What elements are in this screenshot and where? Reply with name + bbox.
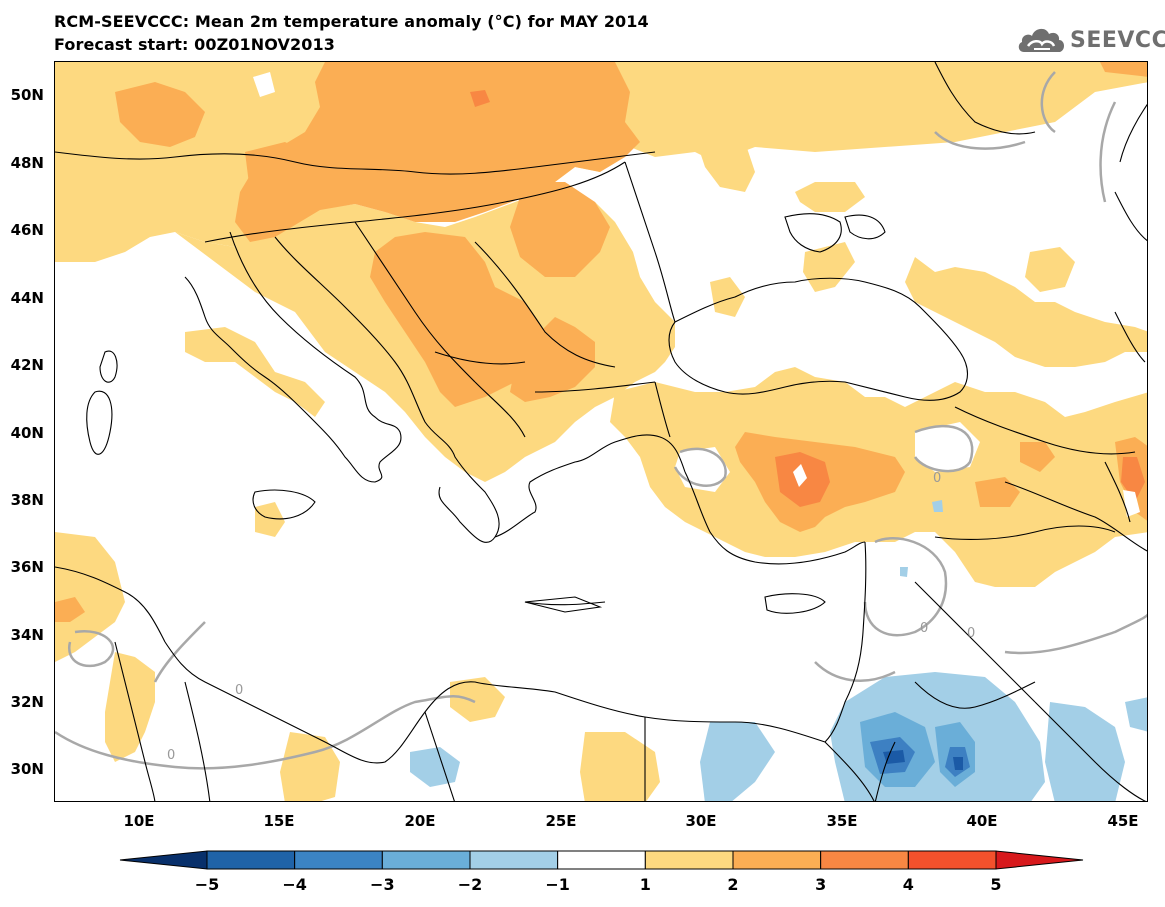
colorbar-tick-label: 1 (639, 875, 651, 894)
contour-label: 0 (933, 471, 941, 486)
colorbar-tick-label: 2 (727, 875, 739, 894)
zero-contours (55, 71, 1147, 770)
colorbar-segment (557, 850, 646, 870)
lon-label: 30E (685, 812, 717, 830)
coastlines-and-borders (55, 62, 1147, 801)
colorbar-tick-label: −1 (545, 875, 570, 894)
colorbar-tick-label: 5 (990, 875, 1002, 894)
contour-label: 0 (235, 683, 243, 698)
lon-label: 40E (966, 812, 998, 830)
contour-labels: 0 0 0 0 0 (167, 471, 975, 763)
colorbar-tick-label: −5 (194, 875, 220, 894)
contour-label: 0 (967, 626, 975, 641)
lat-label: 50N (10, 86, 44, 104)
lat-label: 30N (10, 760, 44, 778)
lon-label: 10E (123, 812, 155, 830)
colorbar-segment (294, 850, 383, 870)
lon-label: 35E (826, 812, 858, 830)
colorbar-segments (119, 850, 1084, 870)
lat-label: 44N (10, 289, 44, 307)
colorbar-segment (732, 850, 822, 870)
colorbar-extend-high (995, 850, 1084, 870)
lon-label: 15E (263, 812, 295, 830)
colorbar-segment (206, 850, 296, 870)
lat-label: 36N (10, 558, 44, 576)
lat-label: 38N (10, 491, 44, 509)
colorbar-tick-label: −4 (282, 875, 307, 894)
lat-label: 48N (10, 154, 44, 172)
lat-label: 32N (10, 693, 44, 711)
lon-label: 25E (545, 812, 577, 830)
colorbar-segment (381, 850, 471, 870)
contour-label: 0 (920, 621, 928, 636)
map-panel: 0 0 0 0 0 (54, 61, 1148, 802)
lat-label: 34N (10, 626, 44, 644)
temperature-anomaly-map: 0 0 0 0 0 (55, 62, 1147, 801)
colorbar-segment (907, 850, 997, 870)
cloud-logo-icon (1018, 28, 1065, 52)
colorbar-tick-label: −2 (457, 875, 483, 894)
colorbar-tick-label: 3 (815, 875, 827, 894)
colorbar-tick-label: −3 (370, 875, 395, 894)
logo-text: SEEVCCC (1070, 28, 1165, 53)
forecast-start-subtitle: Forecast start: 00Z01NOV2013 (54, 35, 335, 54)
lon-label: 45E (1107, 812, 1139, 830)
colorbar-segment (469, 850, 559, 870)
colorbar-segment (820, 850, 909, 870)
lon-label: 20E (404, 812, 436, 830)
lat-label: 46N (10, 221, 44, 239)
anomaly-2-3-fill (55, 62, 1147, 622)
lat-label: 42N (10, 356, 44, 374)
map-title: RCM-SEEVCCC: Mean 2m temperature anomaly… (54, 12, 649, 31)
colorbar-tick-label: 4 (902, 875, 914, 894)
contour-label: 0 (167, 748, 175, 763)
colorbar-segment (644, 850, 734, 870)
lat-label: 40N (10, 424, 44, 442)
colorbar-extend-low (119, 850, 208, 870)
